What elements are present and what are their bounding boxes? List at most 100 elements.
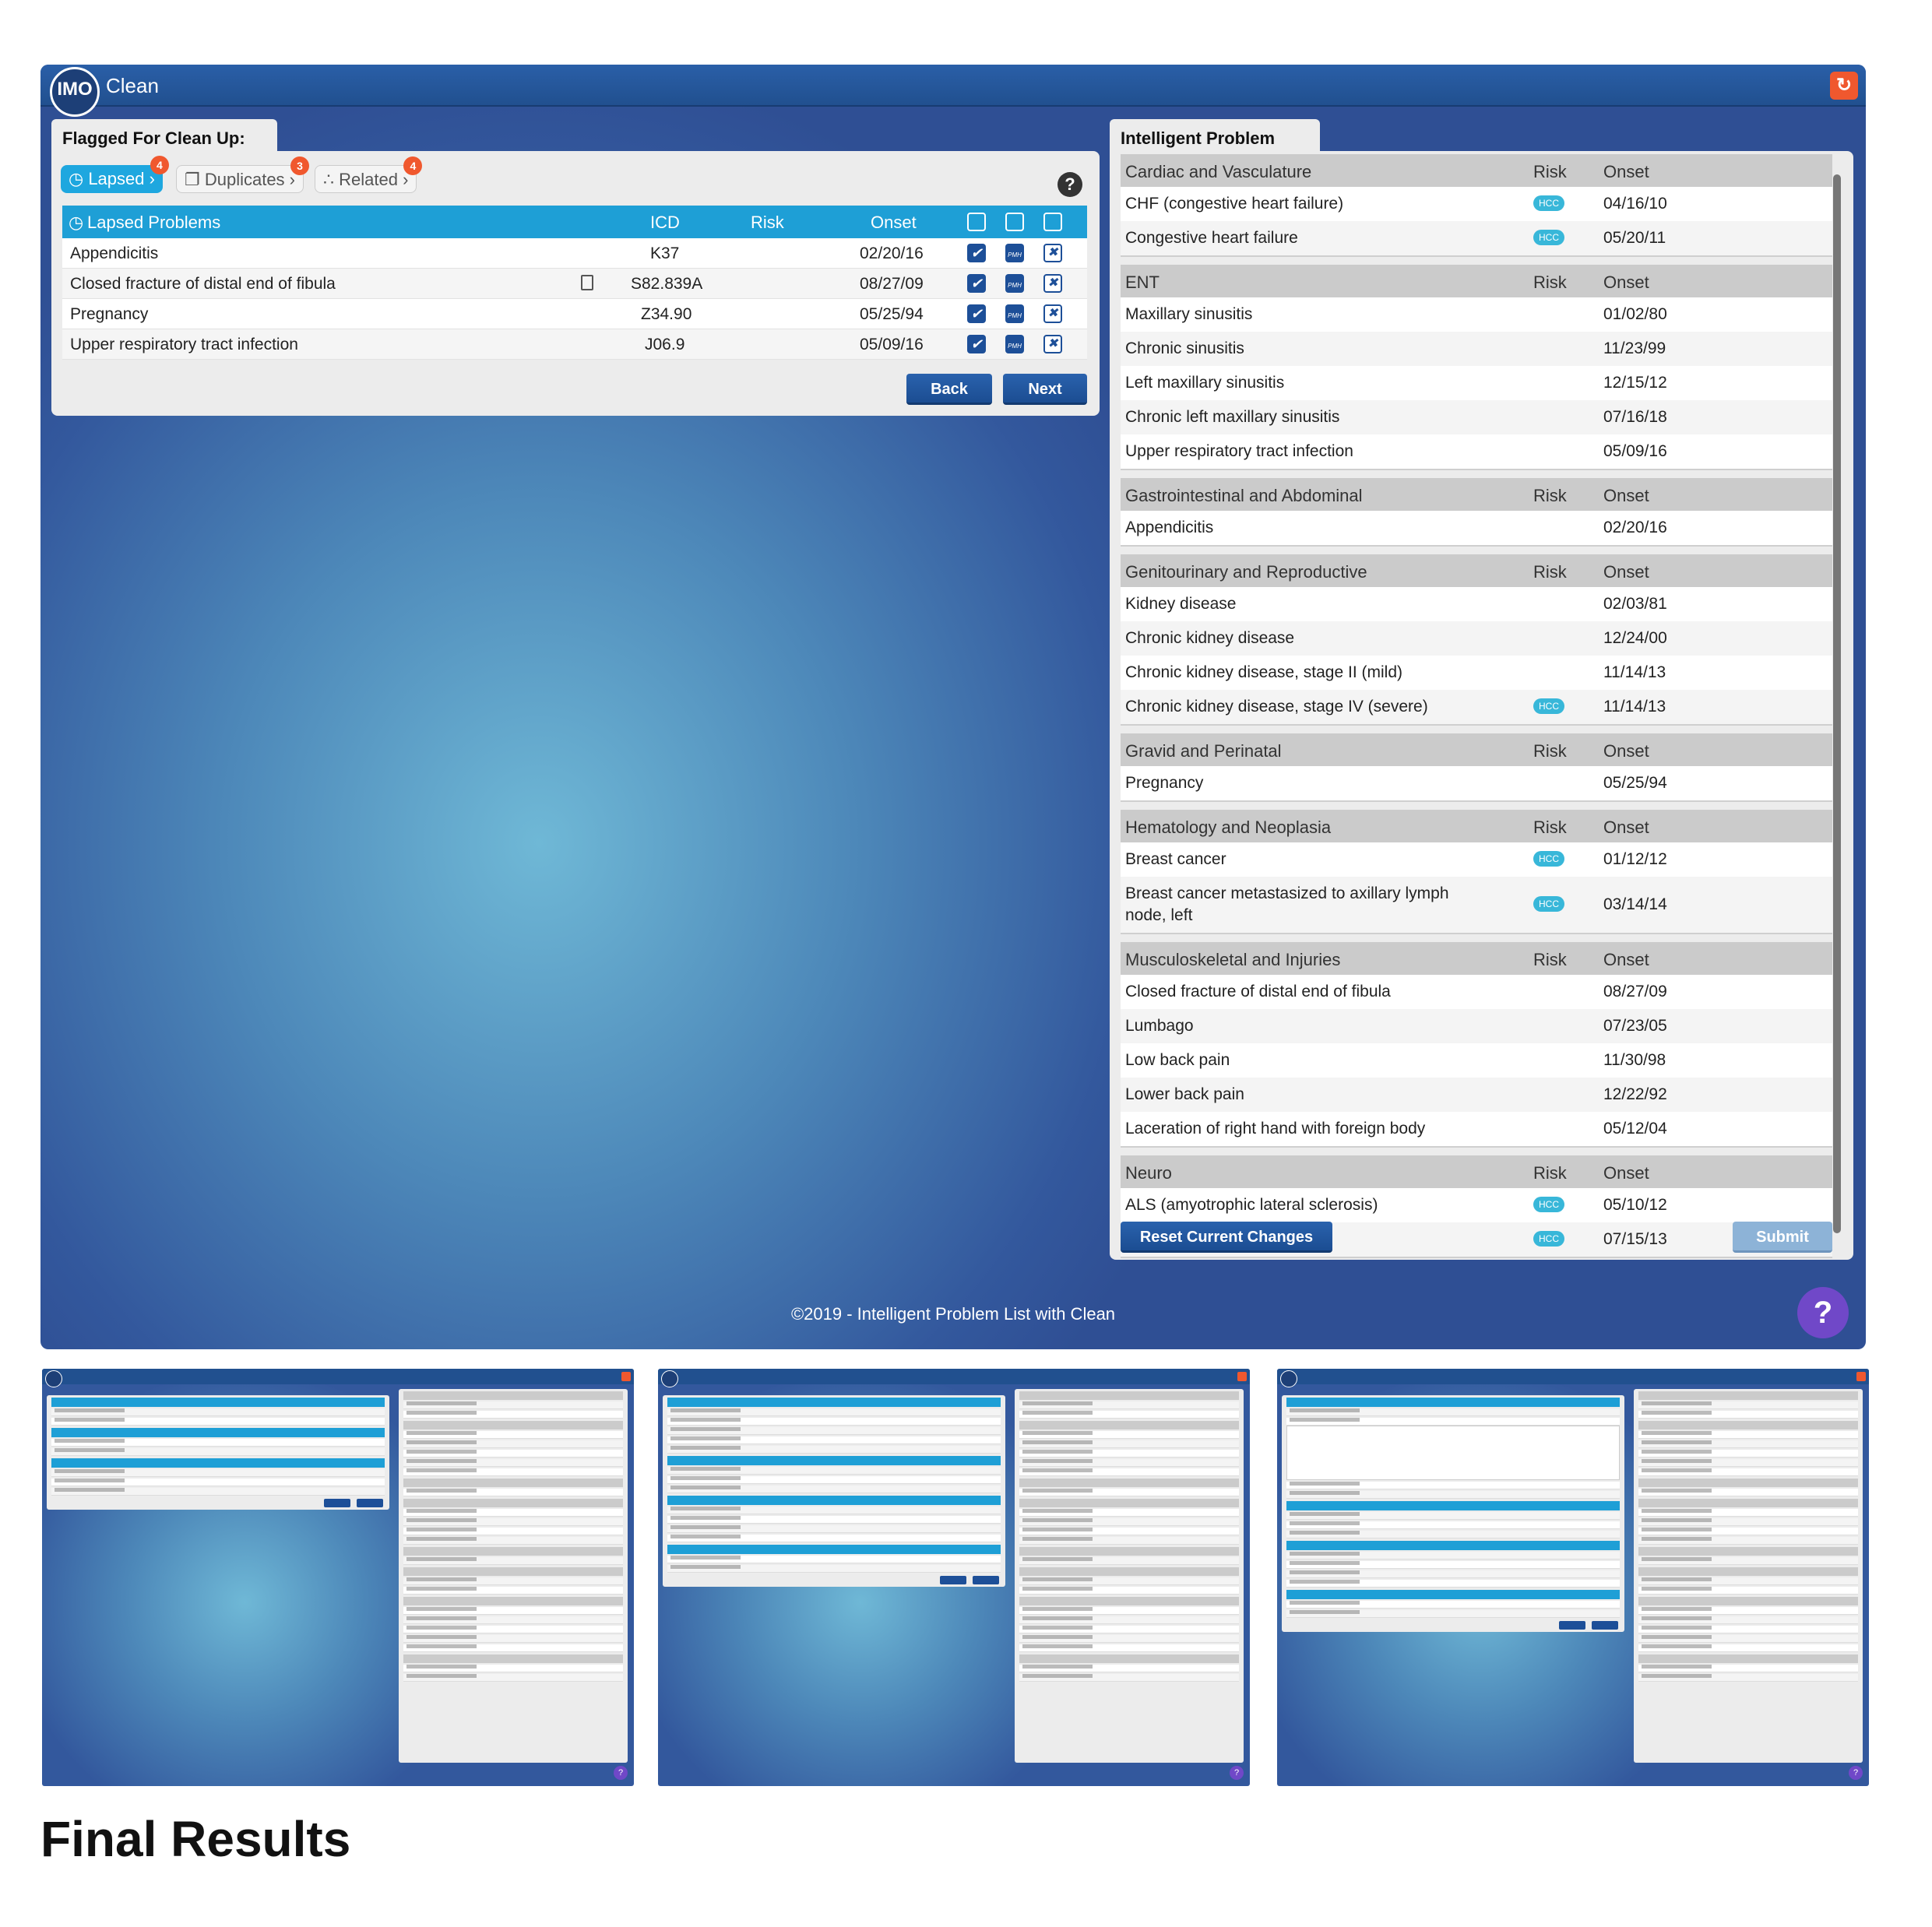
keep-checkbox-icon[interactable]: ✔ <box>967 304 986 323</box>
trash-icon[interactable]: ✖ <box>1043 274 1062 293</box>
problem-name: Low back pain <box>1125 1051 1230 1069</box>
problem-name: Upper respiratory tract infection <box>1125 442 1353 460</box>
refresh-button[interactable]: ↻ <box>1830 72 1858 100</box>
category-name: ENT <box>1125 273 1160 292</box>
table-row: Appendicitis K37 02/20/16 ✔ PMH ✖ <box>62 238 1087 269</box>
problem-name: Kidney disease <box>1125 595 1237 613</box>
table-title: Lapsed Problems <box>87 213 221 232</box>
hcc-badge: HCC <box>1533 1231 1564 1247</box>
problem-name: Lumbago <box>1125 1017 1194 1035</box>
col-risk: Risk <box>1533 562 1567 582</box>
hcc-badge: HCC <box>1533 698 1564 714</box>
pmh-checkbox-icon[interactable]: PMH <box>1005 244 1024 262</box>
thumb-right-panel <box>1015 1389 1244 1763</box>
keep-checkbox-icon[interactable]: ✔ <box>967 244 986 262</box>
category-header: ENT Risk Onset <box>1121 265 1832 297</box>
problem-name: Chronic kidney disease <box>1125 629 1295 647</box>
keep-checkbox-icon[interactable]: ✔ <box>967 274 986 293</box>
list-item[interactable]: Closed fracture of distal end of fibula 0… <box>1121 975 1832 1009</box>
category-header: Gravid and Perinatal Risk Onset <box>1121 733 1832 766</box>
pmh-checkbox-icon[interactable]: PMH <box>1005 335 1024 353</box>
problem-name: Closed fracture of distal end of fibula <box>70 275 336 293</box>
hcc-badge: HCC <box>1533 195 1564 211</box>
problem-onset: 04/16/10 <box>1603 195 1667 213</box>
list-item[interactable]: Maxillary sinusitis 01/02/80 <box>1121 297 1832 332</box>
select-all-pmh-checkbox[interactable] <box>1005 213 1024 231</box>
filter-duplicates[interactable]: ❐ Duplicates › 3 <box>176 156 310 193</box>
problem-name: Lower back pain <box>1125 1085 1244 1103</box>
problem-onset: 01/02/80 <box>1603 305 1667 323</box>
col-risk: Risk <box>1533 486 1567 505</box>
pmh-checkbox-icon[interactable]: PMH <box>1005 304 1024 323</box>
problem-name: Closed fracture of distal end of fibula <box>1125 983 1391 1000</box>
hcc-badge: HCC <box>1533 230 1564 245</box>
problem-list: Cardiac and Vasculature Risk Onset CHF (con… <box>1121 154 1832 1266</box>
problem-onset: 07/23/05 <box>1603 1017 1667 1035</box>
list-item[interactable]: Lower back pain 12/22/92 <box>1121 1078 1832 1112</box>
select-all-delete-checkbox[interactable] <box>1043 213 1062 231</box>
category-name: Genitourinary and Reproductive <box>1125 562 1367 582</box>
scrollbar[interactable] <box>1833 174 1841 1233</box>
problem-name: Maxillary sinusitis <box>1125 305 1253 323</box>
list-item[interactable]: Breast cancer metastasized to axillary l… <box>1121 877 1832 933</box>
list-item[interactable]: Appendicitis 02/20/16 <box>1121 511 1832 545</box>
duplicates-count-badge: 3 <box>290 156 310 175</box>
problem-onset: 05/25/94 <box>860 305 924 323</box>
problem-onset: 07/15/13 <box>1603 1230 1667 1248</box>
thumb-title-bar <box>658 1369 1250 1384</box>
problem-name: Chronic kidney disease, stage II (mild) <box>1125 663 1402 681</box>
reset-changes-button[interactable]: Reset Current Changes <box>1121 1222 1332 1253</box>
list-item[interactable]: Chronic kidney disease 12/24/00 <box>1121 621 1832 656</box>
category-header: Cardiac and Vasculature Risk Onset <box>1121 154 1832 187</box>
col-onset: Onset <box>1603 162 1649 181</box>
note-icon[interactable] <box>581 275 593 290</box>
problem-name: Appendicitis <box>70 244 159 262</box>
col-onset: Onset <box>1603 950 1649 969</box>
list-item[interactable]: Chronic kidney disease, stage II (mild) 1… <box>1121 656 1832 690</box>
imo-logo: IMO <box>50 67 100 117</box>
list-item[interactable]: Upper respiratory tract infection 05/09/1… <box>1121 434 1832 469</box>
list-item[interactable]: Lumbago 07/23/05 <box>1121 1009 1832 1043</box>
list-item[interactable]: Pregnancy 05/25/94 <box>1121 766 1832 800</box>
keep-checkbox-icon[interactable]: ✔ <box>967 335 986 353</box>
problem-onset: 11/23/99 <box>1603 339 1666 357</box>
problem-category: Hematology and Neoplasia Risk Onset Breast … <box>1121 810 1832 934</box>
list-item[interactable]: Low back pain 11/30/98 <box>1121 1043 1832 1078</box>
title-bar: Clean ↻ <box>40 65 1866 107</box>
trash-icon[interactable]: ✖ <box>1043 244 1062 262</box>
problem-category: Gravid and Perinatal Risk Onset Pregnancy 05… <box>1121 733 1832 802</box>
thumb-refresh-icon <box>1856 1372 1866 1381</box>
problem-name: Breast cancer <box>1125 850 1226 868</box>
next-button[interactable]: Next <box>1003 374 1087 405</box>
list-item[interactable]: Kidney disease 02/03/81 <box>1121 587 1832 621</box>
problem-onset: 05/09/16 <box>1603 442 1667 460</box>
list-item[interactable]: Chronic kidney disease, stage IV (severe… <box>1121 690 1832 724</box>
problem-name: Left maxillary sinusitis <box>1125 374 1285 392</box>
back-button[interactable]: Back <box>906 374 992 405</box>
category-name: Neuro <box>1125 1163 1172 1183</box>
problem-icd: Z34.90 <box>641 305 692 323</box>
list-item[interactable]: Chronic sinusitis 11/23/99 <box>1121 332 1832 366</box>
select-all-checkbox[interactable] <box>967 213 986 231</box>
trash-icon[interactable]: ✖ <box>1043 335 1062 353</box>
filter-related[interactable]: ∴ Related › 4 <box>315 156 423 193</box>
help-icon[interactable]: ? <box>1057 172 1082 197</box>
problem-onset: 03/14/14 <box>1603 895 1667 913</box>
trash-icon[interactable]: ✖ <box>1043 304 1062 323</box>
col-icd: ICD <box>650 213 680 232</box>
thumb-refresh-icon <box>1237 1372 1247 1381</box>
list-item[interactable]: Breast cancer HCC 01/12/12 <box>1121 842 1832 877</box>
list-item[interactable]: CHF (congestive heart failure) HCC 04/16/1… <box>1121 187 1832 221</box>
list-item[interactable]: ALS (amyotrophic lateral sclerosis) HCC 05… <box>1121 1188 1832 1222</box>
lapsed-rows: Appendicitis K37 02/20/16 ✔ PMH ✖ Closed… <box>62 238 1087 360</box>
list-item[interactable]: Chronic left maxillary sinusitis 07/16/18 <box>1121 400 1832 434</box>
filter-lapsed[interactable]: ◷ Lapsed › 4 <box>61 156 169 193</box>
problem-onset: 02/03/81 <box>1603 595 1667 613</box>
list-item[interactable]: Left maxillary sinusitis 12/15/12 <box>1121 366 1832 400</box>
list-item[interactable]: Congestive heart failure HCC 05/20/11 <box>1121 221 1832 255</box>
list-item[interactable]: Laceration of right hand with foreign bo… <box>1121 1112 1832 1146</box>
help-button[interactable]: ? <box>1797 1287 1849 1338</box>
problem-name: Laceration of right hand with foreign bo… <box>1125 1120 1426 1138</box>
pmh-checkbox-icon[interactable]: PMH <box>1005 274 1024 293</box>
submit-button[interactable]: Submit <box>1733 1222 1832 1253</box>
